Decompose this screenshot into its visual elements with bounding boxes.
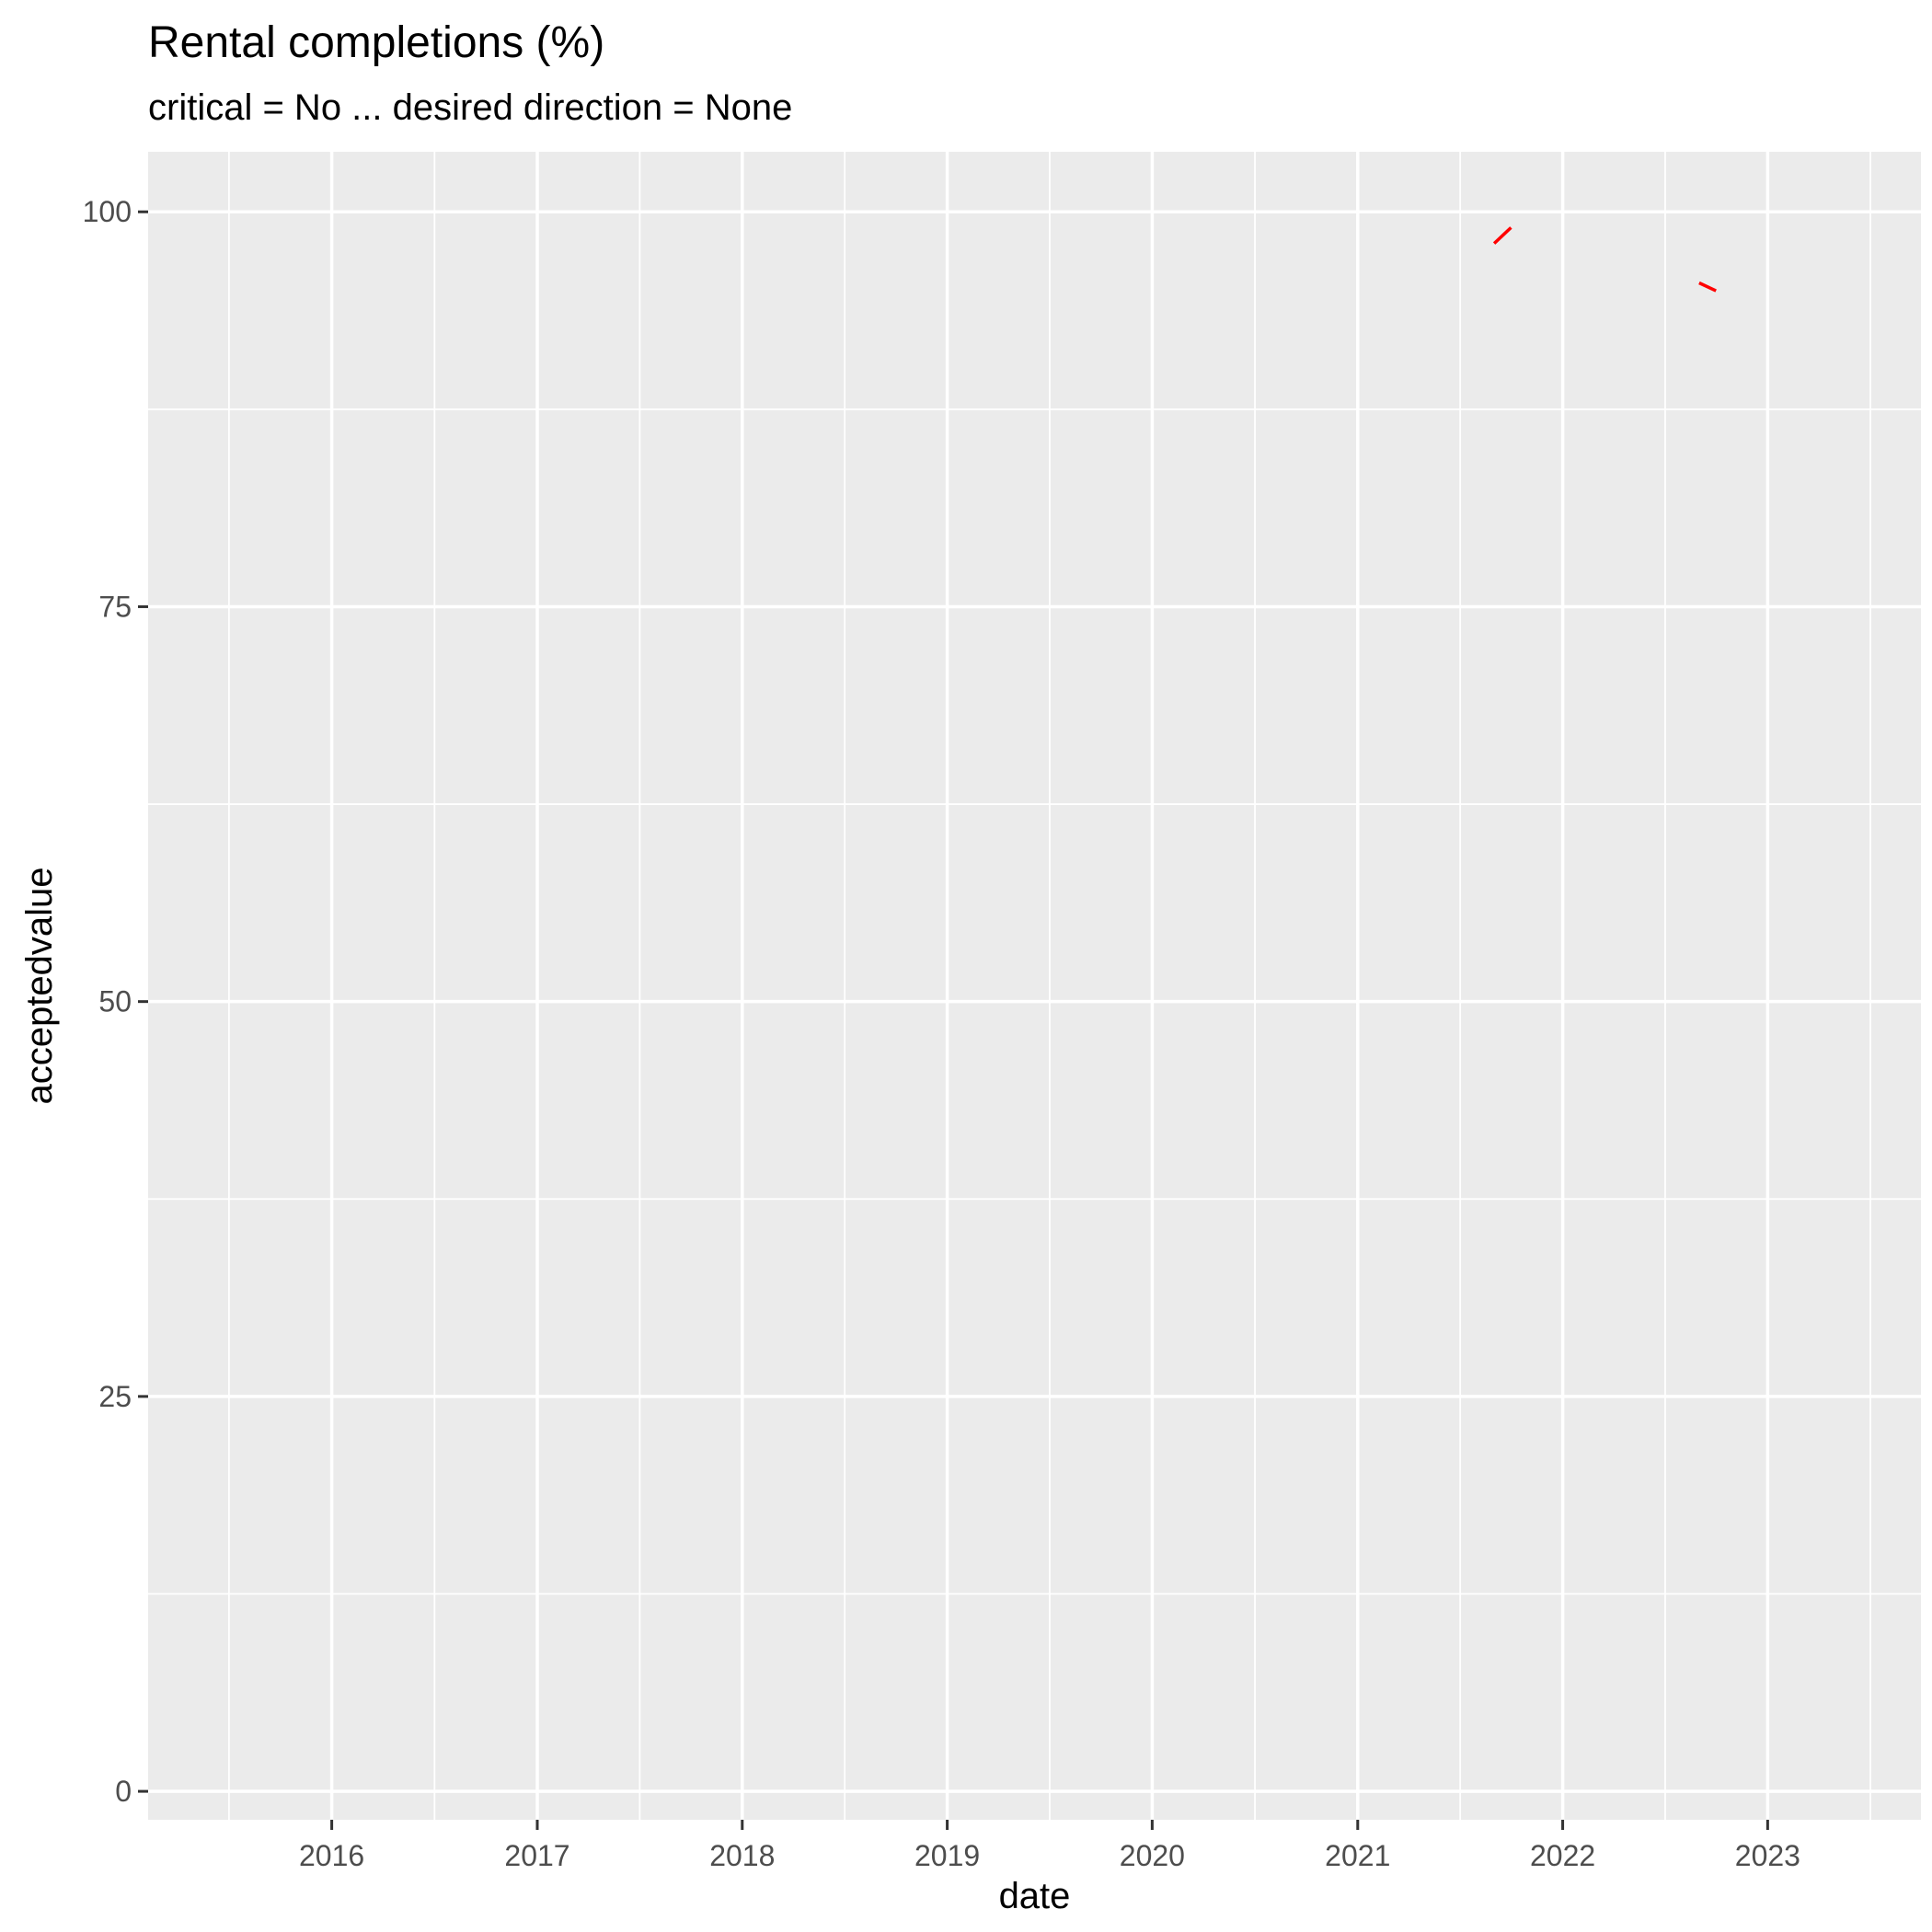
x-tick-label: 2023 [1735,1839,1800,1872]
y-axis: 0 25 50 75 100 [83,195,148,1808]
grid-minor-y [148,408,1921,1595]
x-tick-label: 2016 [299,1839,364,1872]
series-line-segment [1698,281,1717,293]
x-axis-label: date [999,1876,1071,1916]
y-tick-label: 0 [115,1775,132,1808]
chart-title: Rental completions (%) [148,18,604,67]
grid-major-x [329,152,1770,1820]
y-tick-label: 50 [98,985,132,1018]
x-tick-label: 2018 [709,1839,775,1872]
plot-panel [148,152,1921,1820]
chart-subtitle: critical = No ... desired direction = No… [148,87,792,128]
y-tick-label: 75 [98,590,132,623]
x-tick-label: 2020 [1120,1839,1185,1872]
grid-major-y [148,210,1921,1793]
x-tick-label: 2017 [504,1839,569,1872]
x-axis: 2016 2017 2018 2019 2020 2021 2022 2023 [299,1820,1800,1872]
y-axis-label: acceptedvalue [19,868,60,1105]
x-tick-label: 2019 [914,1839,980,1872]
y-tick-label: 100 [83,195,132,228]
grid-minor-x [227,152,1871,1820]
x-tick-label: 2022 [1530,1839,1595,1872]
series-line-segment [1492,226,1512,245]
series-layer [1492,226,1717,293]
y-tick-label: 25 [98,1380,132,1413]
x-tick-label: 2021 [1325,1839,1390,1872]
